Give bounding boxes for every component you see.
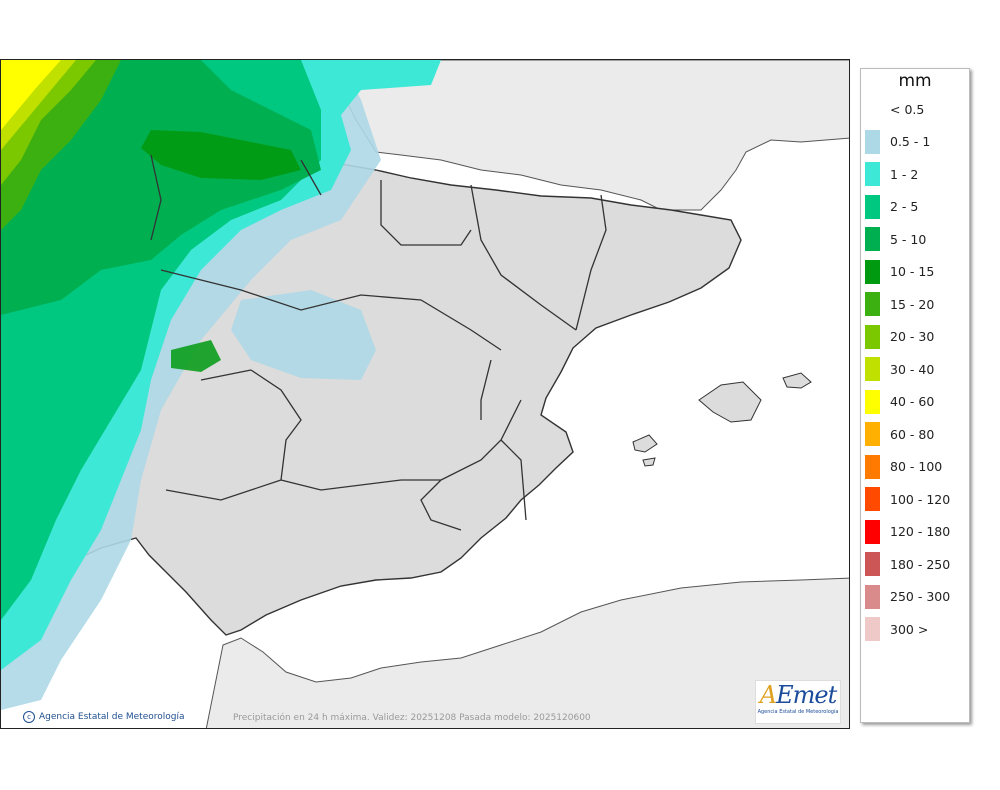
legend-swatch bbox=[865, 519, 880, 544]
aemet-logo-subtext: Agencia Estatal de Meteorología bbox=[757, 709, 839, 715]
legend-label: 60 - 80 bbox=[890, 426, 935, 442]
precip-area-10-15-centre bbox=[171, 340, 221, 372]
legend-swatch bbox=[865, 194, 880, 219]
legend-item: 15 - 20 bbox=[865, 292, 969, 316]
legend-swatch bbox=[865, 487, 880, 511]
legend-item: 120 - 180 bbox=[865, 519, 969, 544]
formentera bbox=[642, 457, 656, 467]
legend-swatch bbox=[865, 389, 880, 414]
aemet-logo: AEmet Agencia Estatal de Meteorología bbox=[755, 680, 841, 724]
precipitation-map: c Agencia Estatal de Meteorología Precip… bbox=[0, 59, 850, 729]
france-land bbox=[340, 60, 849, 211]
legend-item: 30 - 40 bbox=[865, 357, 969, 381]
legend-swatch bbox=[865, 617, 880, 641]
precipitation-legend: mm < 0.5 0.5 - 1 1 - 2 2 - 5 5 - 10 10 - 15 15… bbox=[860, 68, 970, 723]
map-credit: c Agencia Estatal de Meteorología bbox=[23, 711, 185, 723]
legend-swatch bbox=[865, 324, 880, 349]
africa-land bbox=[205, 577, 849, 728]
legend-item: 300 > bbox=[865, 617, 969, 641]
legend-item: 0.5 - 1 bbox=[865, 129, 969, 154]
legend-label: 1 - 2 bbox=[890, 166, 919, 182]
legend-item: 1 - 2 bbox=[865, 162, 969, 186]
legend-label: 5 - 10 bbox=[890, 231, 927, 247]
legend-swatch bbox=[865, 97, 880, 121]
legend-label: 0.5 - 1 bbox=[890, 134, 931, 149]
precip-area-0.5-1-center bbox=[231, 290, 376, 380]
legend-swatch bbox=[865, 162, 880, 186]
legend-item: 20 - 30 bbox=[865, 324, 969, 349]
legend-item: 100 - 120 bbox=[865, 487, 969, 511]
legend-label: 20 - 30 bbox=[890, 329, 935, 344]
legend-unit: mm bbox=[898, 71, 932, 91]
legend-item: < 0.5 bbox=[865, 97, 969, 121]
region-borders bbox=[150, 154, 607, 531]
map-caption: Precipitación en 24 h máxima. Validez: 2… bbox=[233, 713, 591, 723]
precip-area-40-60 bbox=[1, 60, 61, 130]
mallorca bbox=[698, 381, 762, 423]
legend-label: 2 - 5 bbox=[890, 199, 919, 214]
legend-swatch bbox=[865, 227, 880, 251]
legend-item: 250 - 300 bbox=[865, 584, 969, 609]
legend-item: 60 - 80 bbox=[865, 422, 969, 446]
legend-label: 100 - 120 bbox=[890, 491, 951, 507]
legend-swatch bbox=[865, 357, 880, 381]
legend-swatch bbox=[865, 129, 880, 154]
legend-item: 10 - 15 bbox=[865, 259, 969, 284]
legend-label: 300 > bbox=[890, 621, 929, 637]
legend-item: 40 - 60 bbox=[865, 389, 969, 414]
legend-item: 2 - 5 bbox=[865, 194, 969, 219]
legend-label: 120 - 180 bbox=[890, 524, 951, 539]
ibiza bbox=[632, 434, 658, 453]
precip-area-10-15-north bbox=[141, 130, 301, 180]
legend-swatch bbox=[865, 584, 880, 609]
aemet-logo-wordmark: AEmet bbox=[759, 681, 837, 709]
legend-label: < 0.5 bbox=[890, 101, 925, 117]
legend-swatch bbox=[865, 422, 880, 446]
legend-swatch bbox=[865, 552, 880, 576]
legend-label: 180 - 250 bbox=[890, 556, 951, 572]
legend-swatch bbox=[865, 454, 880, 479]
legend-item: 180 - 250 bbox=[865, 552, 969, 576]
legend-item: 80 - 100 bbox=[865, 454, 969, 479]
credit-text: Agencia Estatal de Meteorología bbox=[39, 712, 185, 722]
legend-item: 5 - 10 bbox=[865, 227, 969, 251]
copyright-icon: c bbox=[23, 711, 35, 723]
precipitation-layer bbox=[1, 60, 441, 710]
legend-label: 250 - 300 bbox=[890, 589, 951, 604]
menorca bbox=[782, 372, 812, 389]
legend-label: 10 - 15 bbox=[890, 264, 935, 279]
legend-swatch bbox=[865, 292, 880, 316]
legend-label: 80 - 100 bbox=[890, 459, 943, 474]
legend-label: 15 - 20 bbox=[890, 296, 935, 312]
legend-label: 40 - 60 bbox=[890, 394, 935, 409]
map-canvas bbox=[1, 60, 849, 728]
legend-swatch bbox=[865, 259, 880, 284]
legend-label: 30 - 40 bbox=[890, 361, 935, 377]
